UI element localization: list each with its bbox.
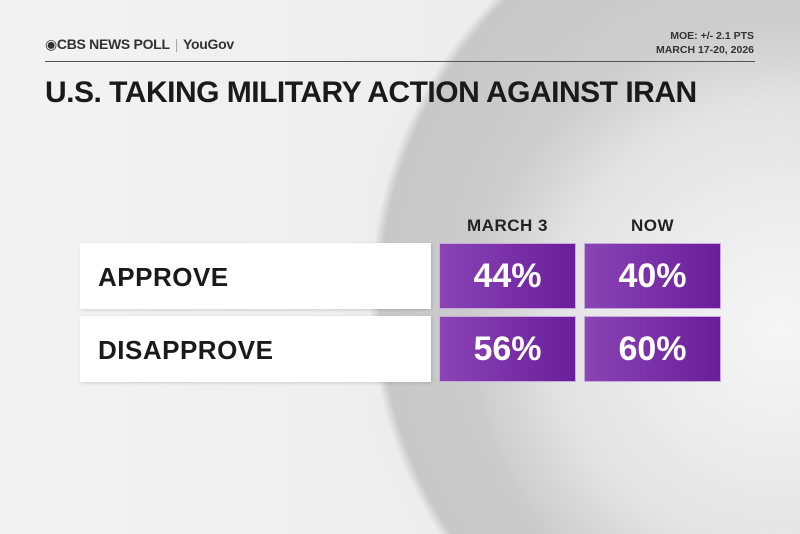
data-label: 40% [618,256,687,295]
logo-separator: | [174,36,179,52]
row-label-text: APPROVE [98,262,229,292]
row-label-approve: APPROVE [80,243,431,309]
data-label: 60% [618,329,687,368]
poll-dates: MARCH 17-20, 2026 [655,44,754,56]
data-label: 44% [473,256,542,295]
column-header: NOW [630,216,675,235]
header-divider [45,61,755,62]
row-label-text: DISAPPROVE [98,335,274,365]
poll-meta: MOE: +/- 2.1 PTS MARCH 17-20, 2026 [656,29,754,57]
chart-title: U.S. TAKING MILITARY ACTION AGAINST IRAN [45,76,697,109]
data-label: 56% [473,329,542,368]
column-header: MARCH 3 [467,216,548,235]
value-cell: 60% [584,316,721,382]
poll-logo: ◉CBS NEWS POLL | YouGov [45,36,234,53]
margin-of-error: MOE: +/- 2.1 PTS [670,30,754,42]
value-cell: 56% [439,316,576,382]
brand-label: CBS NEWS POLL [56,36,170,52]
value-cell: 44% [439,243,576,309]
partner-label: YouGov [183,36,234,52]
value-cell: 40% [584,243,721,309]
cbs-eye-icon: ◉ [45,36,57,52]
row-label-disapprove: DISAPPROVE [80,316,431,382]
